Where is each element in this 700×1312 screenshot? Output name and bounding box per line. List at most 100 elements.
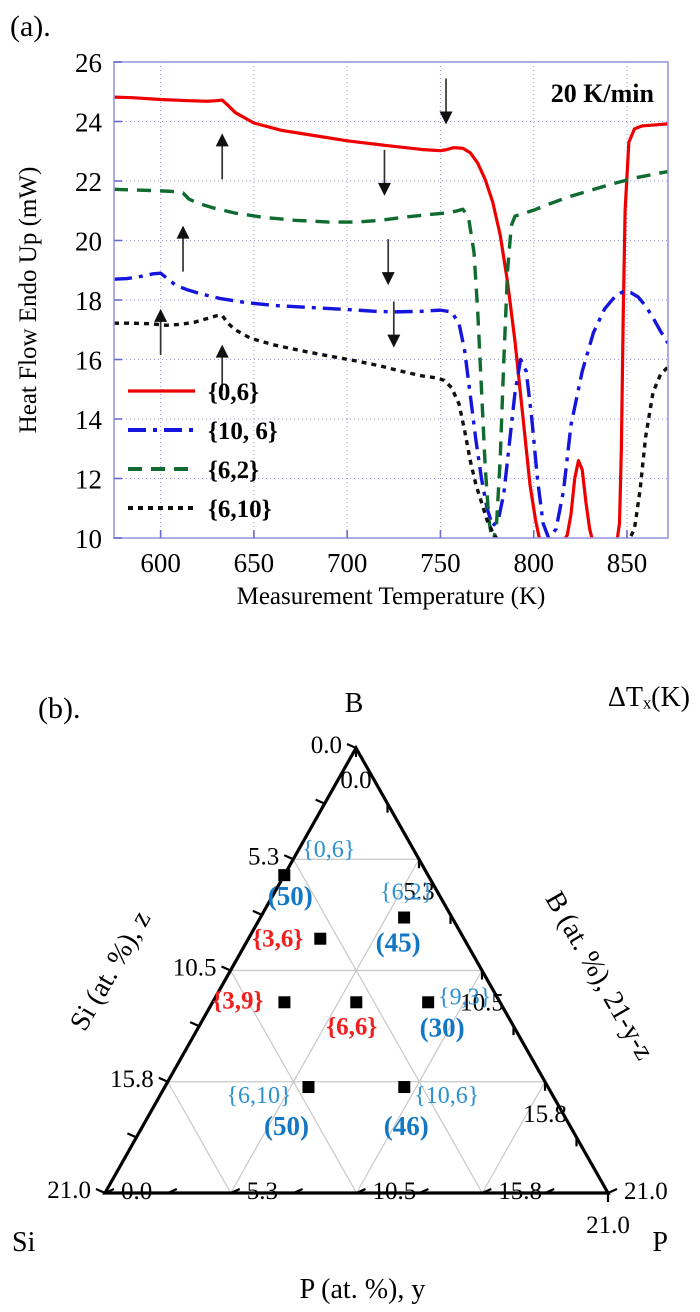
right-tick-label: 5.3 (247, 1178, 278, 1205)
tick-right (104, 1187, 115, 1195)
tick-left (346, 742, 357, 750)
bottom-tick-label: 10.5 (460, 990, 504, 1017)
ternary-point-value: (50) (264, 1111, 309, 1141)
arrow-head-up (215, 133, 229, 147)
y-axis-title: Heat Flow Endo Up (mW) (15, 167, 42, 434)
corner-label-p: P (652, 1227, 668, 1258)
ternary-point-label: {10,6} (414, 1083, 479, 1109)
ternary-data-point[interactable] (302, 1081, 315, 1094)
ternary-point-label: {6,6} (326, 1013, 377, 1040)
ternary-data-point[interactable] (398, 1081, 411, 1094)
arrow-head-down (439, 111, 453, 125)
tick-left (189, 1021, 200, 1028)
ternary-point-label: {9,3} (438, 984, 491, 1010)
chart-axis-ticks: 10 12 14 16 18 20 22 24 26 600 650 700 750 800 850 (75, 48, 647, 578)
ternary-point-value: (46) (384, 1111, 429, 1141)
ternary-gridlines (167, 858, 546, 1194)
series-line-3 (114, 313, 668, 538)
y-tick-label: 10 (75, 524, 102, 554)
ternary-left-axis-title: Si (at. %), z (64, 905, 157, 1036)
ternary-data-point[interactable] (422, 996, 435, 1009)
left-tick-label: 0.0 (311, 732, 342, 759)
y-tick-label: 24 (75, 108, 103, 138)
legend-label-3: {6,10} (208, 496, 272, 523)
ternary-title: ΔTₓ(K) (608, 682, 690, 713)
tick-right (230, 1187, 241, 1195)
panel-b-ternary-diagram: 0.0 5.3 10.5 15.8 21.0 0.0 5.3 10.5 15.8 21.0 21.0… (0, 650, 700, 1312)
right-tick-label: 0.0 (121, 1178, 152, 1205)
legend-label-0: {0,6} (208, 379, 259, 406)
left-tick-label: 5.3 (248, 843, 279, 870)
tick-right (544, 1187, 555, 1195)
ternary-data-point[interactable] (278, 996, 291, 1009)
ternary-tick-labels: 0.0 5.3 10.5 15.8 21.0 0.0 5.3 10.5 15.8 21.0 21.0… (47, 732, 668, 1239)
legend-label-1: {10, 6} (208, 418, 278, 445)
ternary-ticks (95, 742, 618, 1202)
ternary-grid-left (230, 858, 420, 1194)
y-tick-label: 26 (75, 48, 102, 78)
arrow-head-up (154, 308, 168, 322)
ternary-point-label: {6,10} (226, 1083, 291, 1109)
tick-left (315, 798, 326, 805)
tick-left (252, 909, 263, 916)
corner-label-si: Si (12, 1227, 36, 1258)
legend-label-2: {6,2} (208, 457, 259, 484)
chart-series-group (114, 95, 668, 538)
x-tick-label: 850 (607, 548, 648, 578)
y-tick-label: 22 (75, 167, 102, 197)
ternary-point-label: {0,6} (302, 837, 355, 863)
tick-left (126, 1132, 137, 1139)
bottom-tick-label: 0.0 (340, 767, 371, 794)
left-tick-label: 10.5 (173, 955, 217, 982)
y-tick-label: 20 (75, 227, 102, 257)
ternary-data-point[interactable] (398, 911, 411, 924)
ternary-point-value: (45) (376, 928, 421, 958)
left-tick-label: 21.0 (47, 1177, 91, 1204)
scan-rate-annotation: 20 K/min (551, 79, 655, 108)
right-tick-label: 10.5 (373, 1178, 417, 1205)
tick-left (158, 1076, 169, 1083)
ternary-point-label: {3,6} (252, 926, 303, 953)
tick-left (221, 965, 231, 972)
series-line-2 (114, 169, 668, 538)
ternary-right-axis-title: B (at. %), 21-y-z (539, 886, 660, 1065)
ternary-data-point[interactable] (314, 932, 327, 945)
ternary-point-label: {6,2} (380, 880, 433, 906)
bottom-tick-label: 5.3 (403, 878, 434, 905)
tick-right (356, 1187, 366, 1195)
tick-right (167, 1187, 178, 1195)
ternary-points: {0,6} (50) {3,6} {6,2} (45) {3,9} {6,6} {9,3}(3… (212, 837, 491, 1141)
tick-right (481, 1187, 492, 1195)
ternary-bottom-axis-title: P (at. %), y (300, 1274, 426, 1305)
tick-right (293, 1187, 304, 1195)
series-line-0 (114, 95, 668, 538)
ternary-grid-left (355, 970, 483, 1194)
x-tick-label: 750 (420, 548, 461, 578)
ternary-grid-right (229, 970, 358, 1194)
corner-label-b: B (345, 688, 364, 719)
panel-a-dsc-chart: 10 12 14 16 18 20 22 24 26 600 650 700 750 800 850 Meas… (0, 0, 700, 650)
ternary-data-point[interactable] (350, 996, 363, 1009)
ternary-data-point[interactable] (278, 869, 291, 882)
x-tick-label: 650 (234, 548, 275, 578)
tick-right (418, 1187, 429, 1195)
dsc-chart-svg: 10 12 14 16 18 20 22 24 26 600 650 700 750 800 850 Meas… (10, 10, 669, 610)
right-tick-label: 15.8 (498, 1178, 542, 1205)
bottom-tick-label: 15.8 (523, 1101, 567, 1128)
right-tick-label: 21.0 (624, 1178, 668, 1205)
y-tick-label: 14 (75, 405, 103, 435)
y-tick-label: 18 (75, 286, 102, 316)
ternary-diagram-svg: 0.0 5.3 10.5 15.8 21.0 0.0 5.3 10.5 15.8 21.0 21.0… (12, 682, 690, 1305)
x-tick-label: 700 (327, 548, 368, 578)
ternary-point-value: (50) (268, 881, 313, 911)
x-tick-label: 600 (140, 548, 181, 578)
ternary-grid-right (292, 858, 483, 1194)
chart-gridlines (114, 62, 668, 538)
arrow-head-down (377, 182, 391, 196)
arrow-head-down (387, 334, 401, 348)
chart-legend: {0,6} {10, 6} {6,2} {6,10} (128, 379, 278, 523)
tick-left (283, 854, 294, 861)
panel-a-label: (a). (10, 10, 51, 43)
arrow-head-up (176, 225, 190, 239)
arrow-head-down (381, 272, 395, 286)
